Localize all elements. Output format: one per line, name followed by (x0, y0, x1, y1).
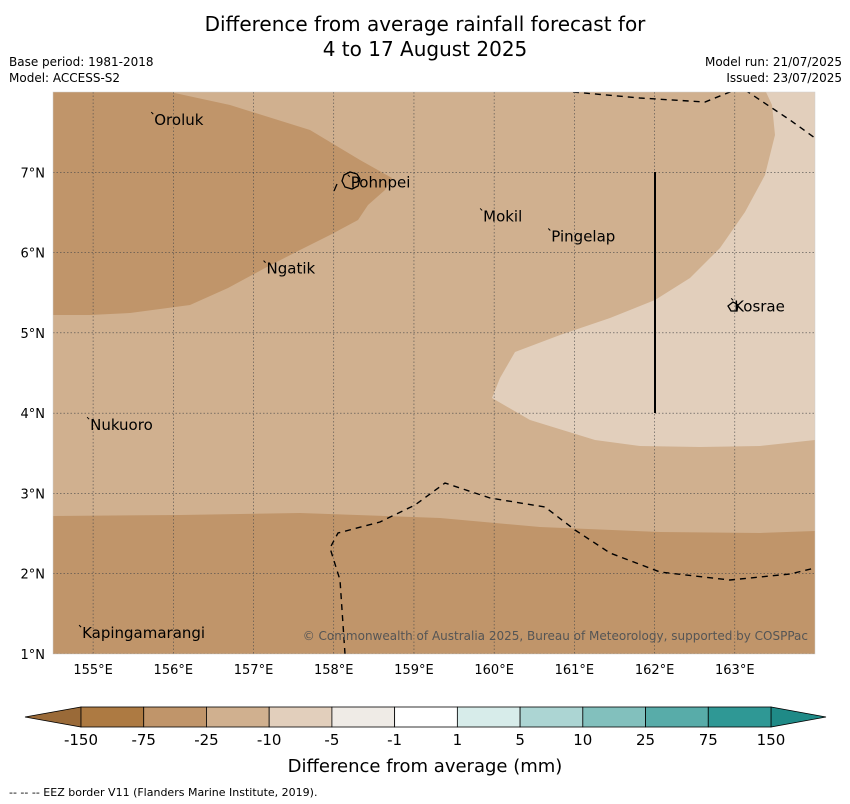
colorbar-label: 1 (453, 731, 463, 749)
place-marker (263, 260, 266, 263)
colorbar-label: -75 (131, 731, 156, 749)
kosrae-island-outline (727, 301, 739, 312)
longitude-tick-labels: 155°E 156°E 157°E 158°E 159°E 160°E 161°E 162°E… (73, 663, 754, 678)
colorbar-title: Difference from average (mm) (288, 756, 563, 777)
latitude-tick-labels: 1°N 2°N 3°N 4°N 5°N 6°N 7°N (21, 166, 46, 663)
pohnpei-island-outline (341, 171, 361, 190)
place-label-mokil: Mokil (483, 207, 522, 225)
colorbar-label: -1 (387, 731, 402, 749)
place-marker (78, 624, 82, 628)
latitude-tick-label: 4°N (21, 407, 46, 422)
colorbar-swatch (268, 706, 333, 728)
pohnpei-reef-outline (333, 183, 338, 192)
model-name: Model: ACCESS-S2 (9, 71, 121, 85)
place-label-kosrae: Kosrae (734, 297, 785, 315)
eez-border-north (572, 92, 732, 103)
colorbar-label: 75 (699, 731, 718, 749)
place-label-nukuoro: Nukuoro (90, 416, 153, 434)
place-marker (86, 416, 90, 420)
longitude-tick-label: 163°E (715, 663, 755, 678)
map-frame (52, 91, 816, 655)
colorbar-swatch (456, 706, 521, 728)
colorbar: -150 -75 -25 -10 -5 -1 1 5 10 25 75 150 Difference … (24, 706, 827, 777)
latitude-tick-label: 3°N (21, 487, 46, 502)
title-line2: 4 to 17 August 2025 (322, 37, 528, 61)
meta-left: Base period: 1981-2018 Model: ACCESS-S2 (9, 54, 154, 86)
colorbar-swatch (582, 706, 646, 728)
map-area: Oroluk Pohnpei Mokil Pingelap Ngatik Kosrae Nu… (53, 92, 815, 654)
dry-region-south (53, 513, 815, 654)
place-marker (479, 208, 483, 211)
issued-date: Issued: 23/07/2025 (726, 71, 842, 85)
eez-borders (329, 92, 815, 654)
longitude-tick-label: 157°E (234, 663, 274, 678)
title-line1: Difference from average rainfall forecas… (204, 12, 646, 36)
latitude-tick-label: 1°N (21, 648, 46, 663)
colorbar-swatch (645, 706, 709, 728)
copyright-credit: © Commonwealth of Australia 2025, Bureau… (303, 629, 808, 643)
place-marker (547, 228, 551, 231)
longitude-tick-label: 155°E (73, 663, 113, 678)
colorbar-label: 5 (515, 731, 525, 749)
colorbar-label: -10 (257, 731, 282, 749)
place-marker (150, 111, 154, 115)
model-run: Model run: 21/07/2025 (704, 55, 842, 69)
colorbar-label: -150 (64, 731, 98, 749)
place-label-oroluk: Oroluk (154, 111, 203, 129)
place-marker (347, 174, 351, 178)
latitude-tick-label: 2°N (21, 568, 46, 583)
colorbar-label: -5 (324, 731, 339, 749)
longitude-tick-label: 158°E (314, 663, 354, 678)
rainfall-map: Oroluk Pohnpei Mokil Pingelap Ngatik Kosrae Nu… (21, 91, 827, 777)
islands (333, 171, 739, 312)
colorbar-swatch (707, 706, 772, 728)
place-labels: Oroluk Pohnpei Mokil Pingelap Ngatik Kosrae Nu… (78, 111, 785, 642)
place-label-pohnpei: Pohnpei (351, 174, 411, 192)
latitude-tick-label: 5°N (21, 327, 46, 342)
longitude-tick-label: 161°E (555, 663, 595, 678)
colorbar-swatch (519, 706, 584, 728)
latitude-tick-label: 7°N (21, 166, 46, 181)
colorbar-over-arrow (770, 706, 827, 728)
longitude-tick-label: 160°E (474, 663, 514, 678)
eez-footnote: -- -- -- EEZ border V11 (Flanders Marine… (9, 786, 318, 799)
base-period: Base period: 1981-2018 (9, 55, 154, 69)
colorbar-label: 10 (573, 731, 592, 749)
place-label-pingelap: Pingelap (551, 228, 615, 246)
place-label-kapingamarangi: Kapingamarangi (82, 624, 205, 642)
colorbar-swatches (80, 706, 772, 728)
slightly-dry-region-east (492, 92, 815, 447)
colorbar-swatch (331, 706, 396, 728)
colorbar-swatch (80, 706, 145, 728)
dry-region-north-west (53, 92, 392, 315)
chart-title: Difference from average rainfall forecas… (0, 12, 850, 62)
colorbar-under-arrow (24, 706, 82, 728)
place-label-ngatik: Ngatik (267, 260, 316, 278)
colorbar-swatch (206, 706, 270, 728)
longitude-tick-label: 159°E (394, 663, 434, 678)
colorbar-label: 25 (636, 731, 655, 749)
colorbar-labels: -150 -75 -25 -10 -5 -1 1 5 10 25 75 150 (64, 731, 785, 749)
colorbar-swatch (143, 706, 207, 728)
latitude-tick-label: 6°N (21, 247, 46, 262)
colorbar-label: -25 (194, 731, 219, 749)
place-marker (730, 298, 734, 301)
colorbar-swatch (394, 706, 458, 728)
eez-border-south (329, 482, 815, 654)
meta-right: Model run: 21/07/2025 Issued: 23/07/2025 (705, 54, 842, 86)
colorbar-label: 150 (757, 731, 786, 749)
longitude-tick-label: 162°E (635, 663, 675, 678)
longitude-tick-label: 156°E (154, 663, 194, 678)
